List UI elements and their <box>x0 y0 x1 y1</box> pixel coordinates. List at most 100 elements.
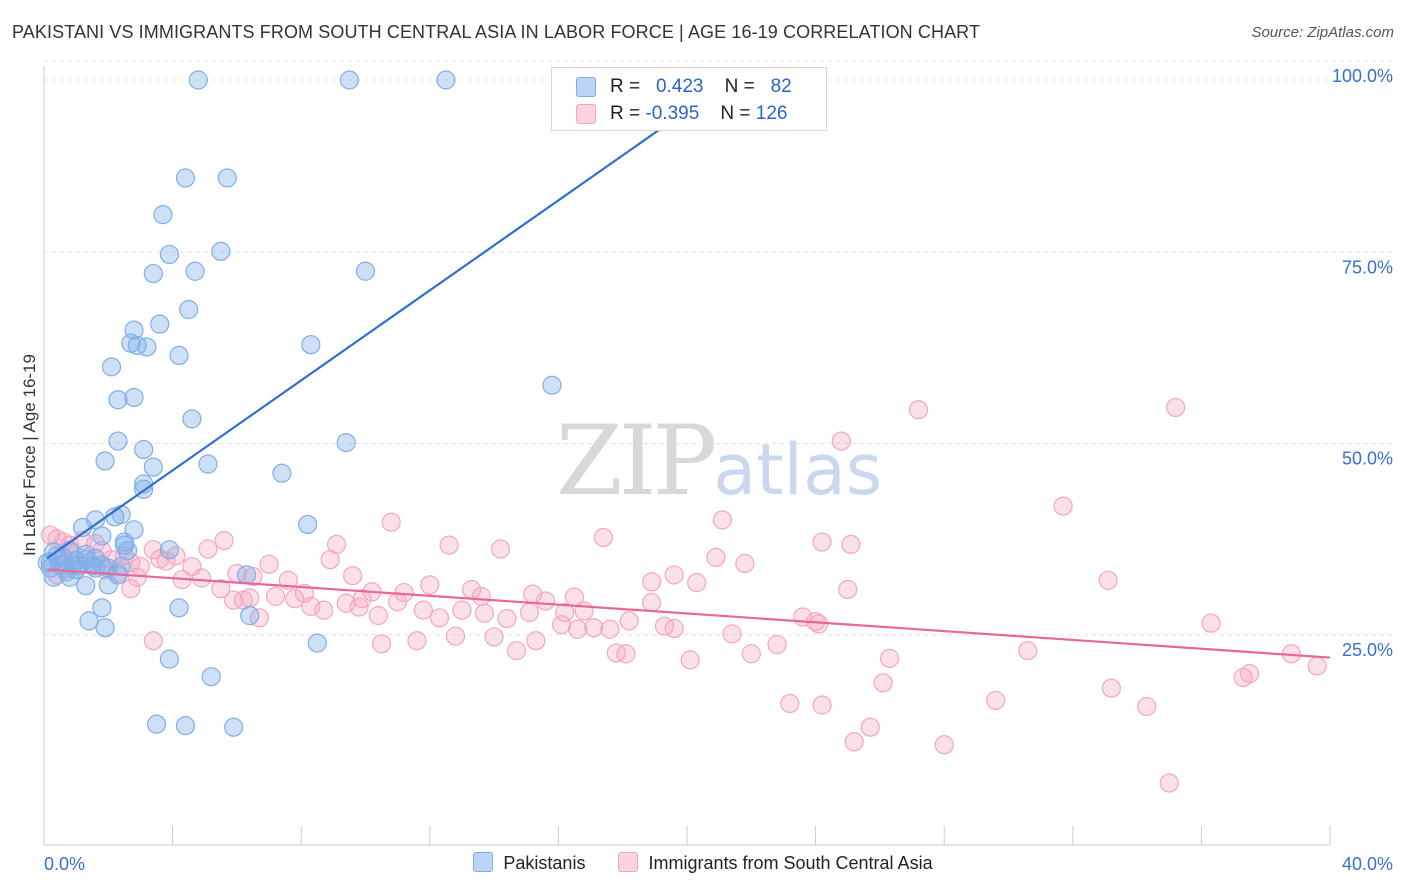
trend-line-pakistanis <box>46 98 704 560</box>
data-point-pakistanis <box>66 559 86 580</box>
data-point-immigrants <box>619 611 639 631</box>
data-point-immigrants <box>301 596 321 616</box>
data-point-immigrants <box>780 693 800 714</box>
trend-line-immigrants <box>47 568 1331 659</box>
data-point-immigrants <box>741 644 761 664</box>
data-point-immigrants <box>722 624 742 644</box>
data-point-immigrants <box>224 590 244 610</box>
series-legend: Pakistanis Immigrants from South Central… <box>0 852 1406 874</box>
data-point-pakistanis <box>211 241 231 261</box>
axes <box>43 66 1331 846</box>
data-point-immigrants <box>326 534 347 554</box>
legend-n-value: 82 <box>770 76 792 97</box>
data-point-pakistanis <box>169 598 189 618</box>
data-point-pakistanis <box>436 70 456 90</box>
data-point-pakistanis <box>175 168 196 188</box>
data-point-pakistanis <box>224 717 244 737</box>
data-point-pakistanis <box>298 514 318 535</box>
watermark: ZIPatlas <box>556 405 882 517</box>
data-point-immigrants <box>1053 496 1073 516</box>
data-point-pakistanis <box>182 409 202 429</box>
data-point-pakistanis <box>336 433 356 453</box>
data-point-immigrants <box>812 532 832 552</box>
data-point-immigrants <box>388 592 408 612</box>
data-point-immigrants <box>1018 641 1038 661</box>
data-point-pakistanis <box>60 567 80 587</box>
data-point-pakistanis <box>272 463 292 483</box>
data-point-immigrants <box>519 602 540 623</box>
data-point-pakistanis <box>150 314 170 334</box>
data-point-immigrants <box>429 608 450 628</box>
data-point-pakistanis <box>79 611 99 631</box>
data-point-pakistanis <box>98 575 118 595</box>
data-point-immigrants <box>642 572 662 592</box>
data-point-immigrants <box>712 510 732 530</box>
data-point-immigrants <box>654 616 675 636</box>
data-point-immigrants <box>838 579 858 600</box>
legend-row-immigrants: R = -0.395 N = 126 <box>576 103 787 125</box>
data-point-immigrants <box>873 673 893 693</box>
legend-r-label: R = <box>610 76 641 97</box>
data-point-immigrants <box>314 600 334 620</box>
source-label: Source: ZipAtlas.com <box>1251 24 1394 41</box>
legend-n-value: 126 <box>755 103 788 124</box>
data-point-pakistanis <box>301 335 321 355</box>
data-point-pakistanis <box>143 263 163 284</box>
data-point-immigrants <box>526 631 546 651</box>
data-point-immigrants <box>420 575 440 595</box>
legend-r-label: R = <box>610 103 641 124</box>
data-point-immigrants <box>211 579 231 599</box>
data-point-pakistanis <box>85 548 106 568</box>
legend-row-pakistanis: R = 0.423 N = 82 <box>576 76 792 98</box>
data-point-immigrants <box>407 631 427 651</box>
data-point-immigrants <box>908 400 929 420</box>
data-point-immigrants <box>1166 397 1186 418</box>
legend-n-label: N = <box>720 103 751 124</box>
data-point-pakistanis <box>217 168 237 188</box>
data-point-immigrants <box>735 553 755 574</box>
data-point-immigrants <box>812 695 832 715</box>
data-point-pakistanis <box>542 375 562 395</box>
data-point-immigrants <box>568 619 588 639</box>
data-point-pakistanis <box>92 598 112 618</box>
data-point-pakistanis <box>127 335 147 356</box>
data-point-immigrants <box>1137 696 1157 717</box>
data-point-immigrants <box>1159 773 1179 793</box>
data-point-immigrants <box>368 605 388 626</box>
data-point-immigrants <box>934 735 954 755</box>
y-tick-label: 50.0% <box>1342 449 1393 469</box>
data-point-immigrants <box>143 631 163 651</box>
data-point-immigrants <box>381 512 401 532</box>
data-point-pakistanis <box>159 540 179 560</box>
data-point-immigrants <box>1201 613 1221 633</box>
legend-item-immigrants: Immigrants from South Central Asia <box>618 852 933 874</box>
data-point-immigrants <box>986 690 1006 711</box>
data-point-immigrants <box>497 608 517 629</box>
data-point-immigrants <box>265 586 286 606</box>
data-point-pakistanis <box>137 337 157 357</box>
data-point-pakistanis <box>117 540 138 561</box>
data-point-immigrants <box>664 565 684 585</box>
data-point-pakistanis <box>143 457 163 477</box>
data-point-pakistanis <box>169 345 189 365</box>
data-point-pakistanis <box>114 535 134 555</box>
data-point-immigrants <box>584 618 604 638</box>
data-point-immigrants <box>555 602 575 623</box>
data-point-immigrants <box>490 539 511 559</box>
data-point-pakistanis <box>76 576 96 596</box>
legend-n-label: N = <box>724 76 755 97</box>
y-tick-label: 25.0% <box>1342 640 1393 660</box>
data-point-pakistanis <box>240 605 260 626</box>
data-point-immigrants <box>680 650 700 670</box>
data-point-pakistanis <box>198 454 218 474</box>
data-point-pakistanis <box>108 390 128 410</box>
data-point-pakistanis <box>95 618 115 638</box>
data-point-immigrants <box>1233 667 1253 688</box>
data-point-immigrants <box>285 589 305 609</box>
data-point-immigrants <box>642 592 662 613</box>
data-point-immigrants <box>484 627 504 647</box>
data-point-immigrants <box>606 643 626 663</box>
data-point-pakistanis <box>188 70 208 90</box>
data-point-pakistanis <box>236 565 257 585</box>
